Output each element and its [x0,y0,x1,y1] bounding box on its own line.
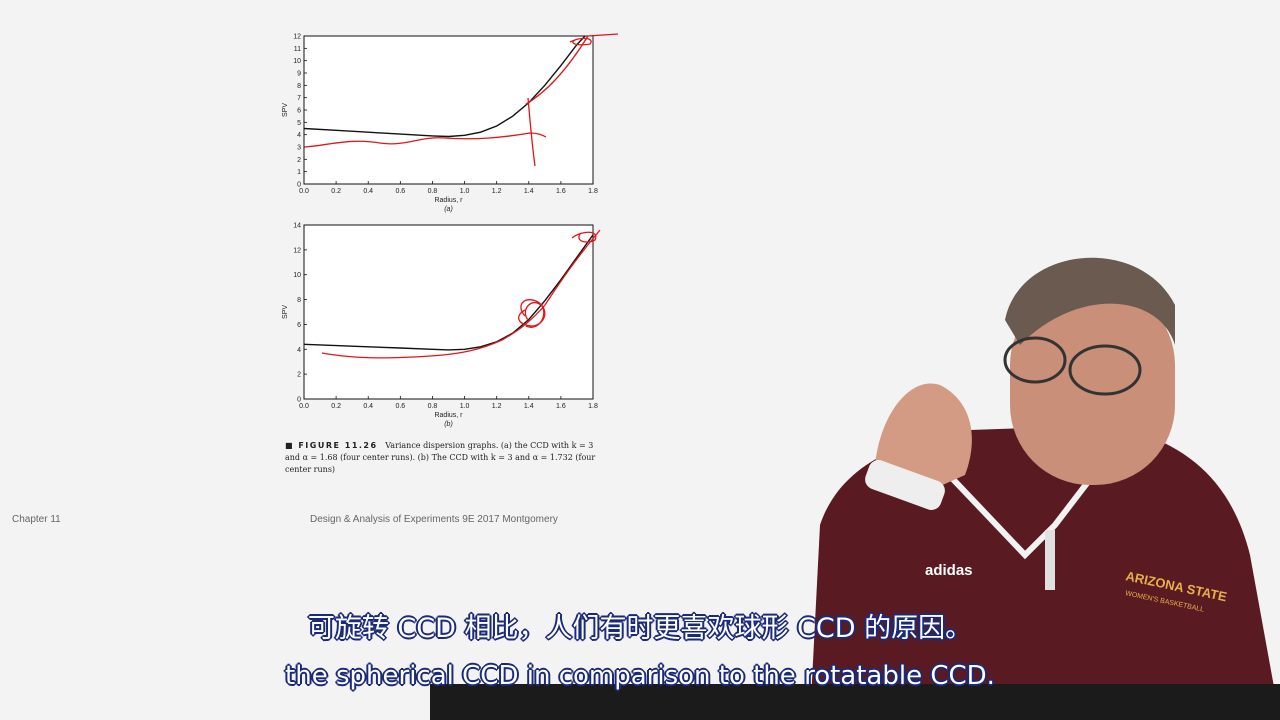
plot-frame [303,224,594,400]
x-tick-label: 0.0 [299,403,309,410]
x-tick-label: 1.4 [524,188,534,195]
y-axis-label: SPV [282,305,289,319]
x-tick-label: 1.2 [492,403,502,410]
y-tick-label: 0 [297,182,301,189]
bottom-video-bar [430,684,1280,720]
x-axis-label: Radius, r [434,197,463,204]
y-tick-label: 3 [297,145,301,152]
x-tick-label: 0.8 [428,403,438,410]
y-axis-label: SPV [282,103,289,117]
x-tick-label: 0.4 [363,188,373,195]
pen-annotations [304,33,619,359]
series-line [303,35,586,138]
x-tick-label: 0.6 [395,188,405,195]
panel-label: (a) [444,206,453,213]
y-tick-label: 6 [297,108,301,115]
x-tick-label: 1.0 [460,188,470,195]
x-tick-label: 0.2 [331,188,341,195]
x-tick-label: 1.6 [556,403,566,410]
y-tick-label: 5 [297,120,301,127]
figure-caption: ■ FIGURE 11.26 Variance dispersion graph… [285,441,596,474]
x-tick-label: 0.8 [428,188,438,195]
y-tick-label: 11 [294,46,301,53]
figure-caption-text: Variance dispersion graphs. (a) the CCD … [285,441,596,474]
y-tick-label: 12 [293,34,301,41]
y-tick-label: 6 [297,322,301,329]
footer-book: Design & Analysis of Experiments 9E 2017… [310,514,558,525]
x-axis-label: Radius, r [434,412,463,419]
plot-frame [303,35,594,185]
y-tick-label: 0 [297,397,301,404]
x-tick-label: 0.4 [363,403,373,410]
y-tick-label: 10 [293,272,301,279]
y-tick-label: 2 [297,372,301,379]
x-tick-label: 1.6 [556,188,566,195]
y-tick-label: 4 [297,347,301,354]
y-tick-label: 14 [293,223,301,230]
x-tick-label: 0.2 [331,403,341,410]
x-tick-label: 0.6 [395,403,405,410]
y-tick-label: 8 [297,297,301,304]
y-tick-label: 9 [297,71,301,78]
footer-chapter: Chapter 11 [12,514,61,525]
y-tick-label: 2 [297,157,301,164]
figure-label: FIGURE 11.26 [298,441,378,450]
y-tick-label: 8 [297,83,301,90]
variance-dispersion-charts: 0.0 0.2 0.4 0.6 0.8 1.0 1.2 1.4 1.6 1.80123456789… [282,33,619,429]
y-tick-label: 4 [297,132,301,139]
x-tick-label: 1.0 [460,403,470,410]
x-tick-label: 1.8 [588,403,598,410]
x-tick-label: 1.4 [524,403,534,410]
shirt-brand-text: adidas [925,562,973,579]
x-tick-label: 1.8 [588,188,598,195]
y-tick-label: 7 [297,95,301,102]
chart-panel-a: 0.0 0.2 0.4 0.6 0.8 1.0 1.2 1.4 1.6 1.80123456789… [282,34,598,214]
series-line [303,234,594,351]
y-tick-label: 10 [293,58,301,65]
presenter-image: adidas ARIZONA STATE WOMEN'S BASKETBALL [810,257,1280,720]
panel-label: (b) [444,421,453,428]
y-tick-label: 1 [297,169,301,176]
subtitle-chinese: 可旋转 CCD 相比，人们有时更喜欢球形 CCD 的原因。 [307,613,973,644]
x-tick-label: 0.0 [299,188,309,195]
x-tick-label: 1.2 [492,188,502,195]
subtitle-english: the spherical CCD in comparison to the r… [285,661,995,691]
y-tick-label: 12 [293,247,301,254]
chart-panel-b: 0.0 0.2 0.4 0.6 0.8 1.0 1.2 1.4 1.6 1.8 0 2 4 6 8 10 12 1… [282,223,598,429]
